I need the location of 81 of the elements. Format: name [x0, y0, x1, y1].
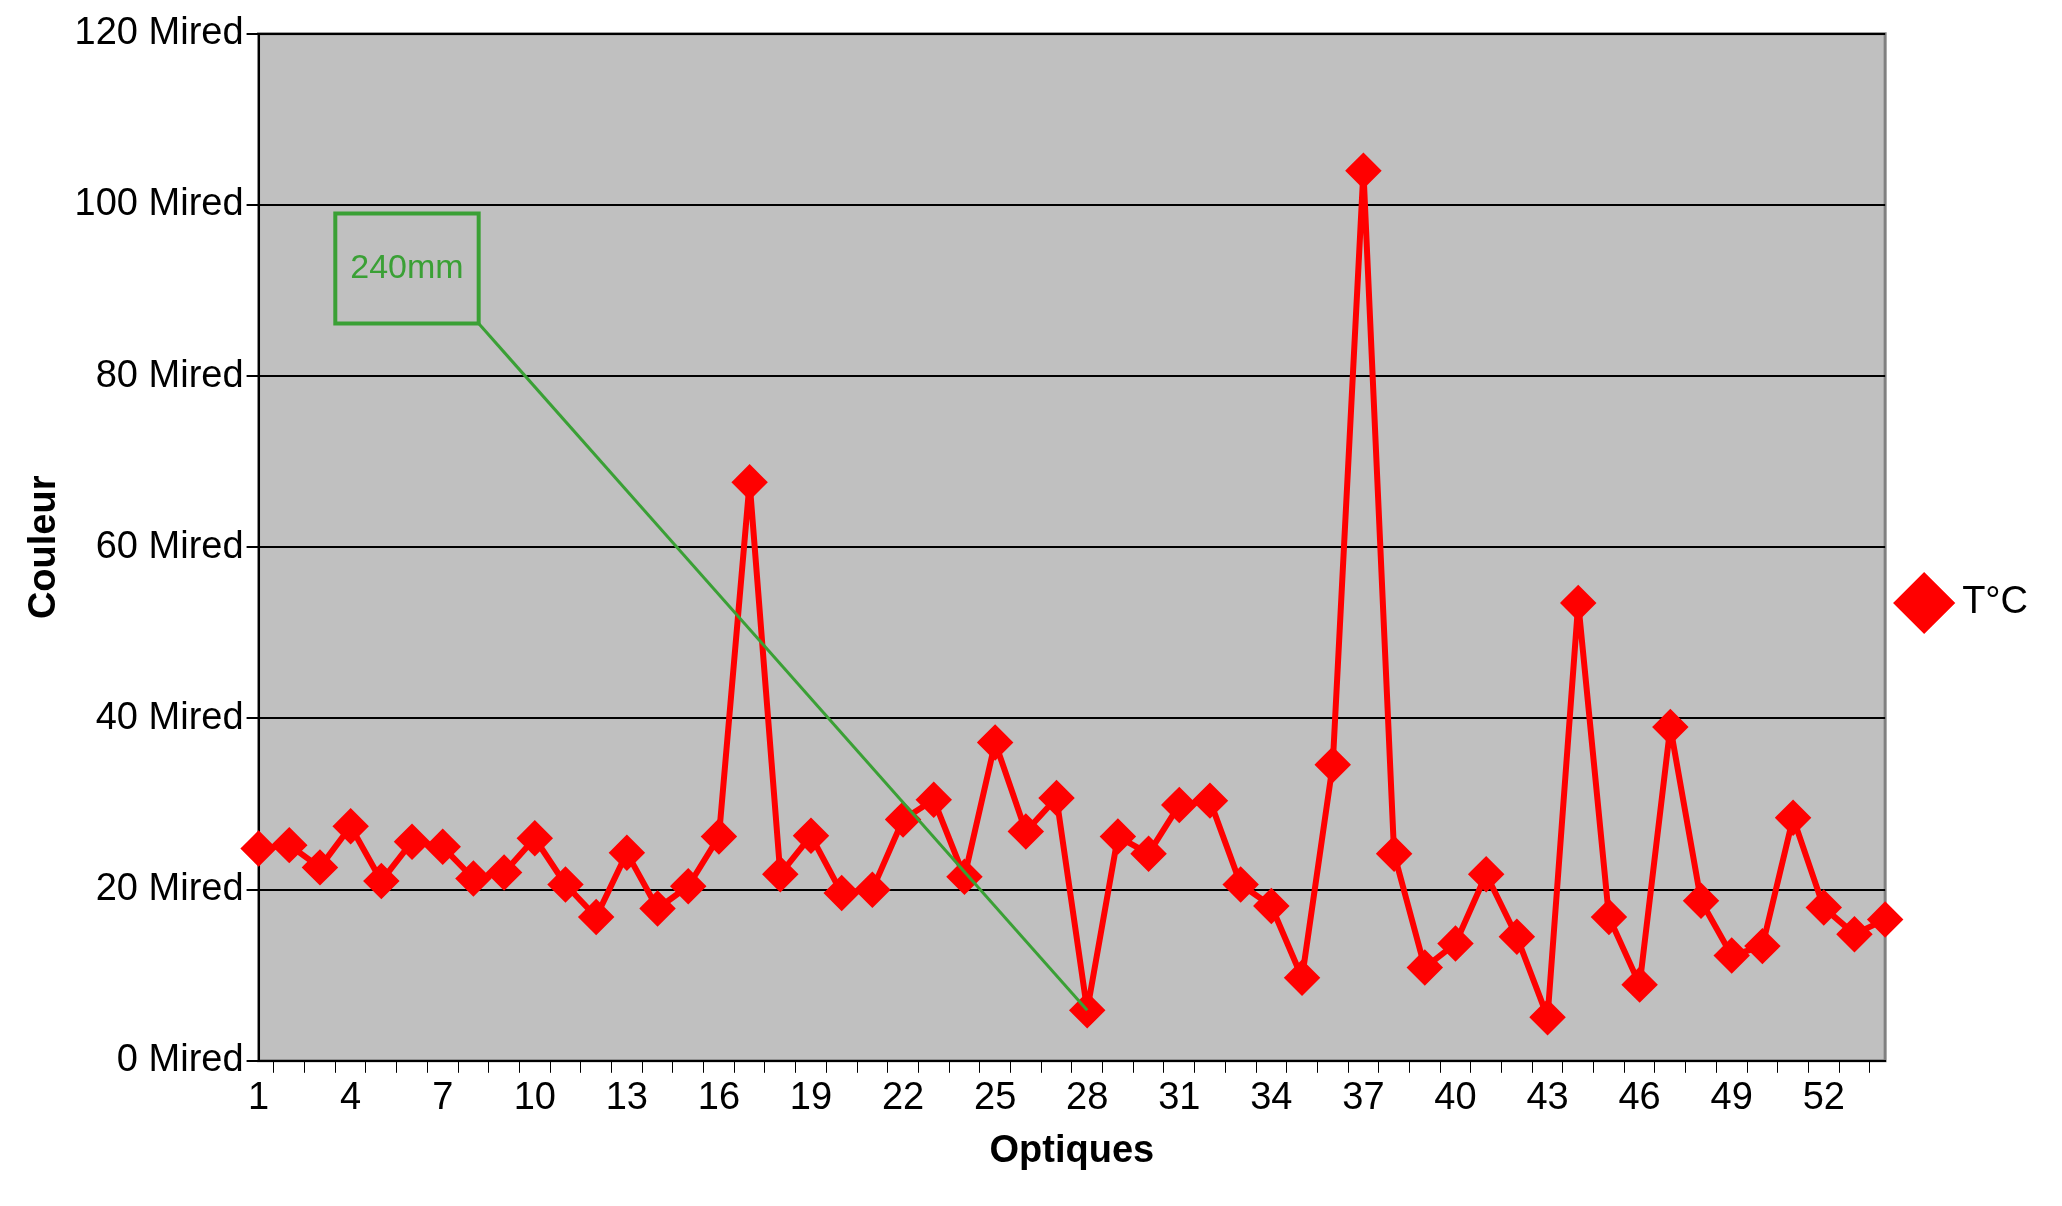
x-tick-label: 43 [1526, 1075, 1569, 1118]
x-axis-title: Optiques [989, 1127, 1155, 1170]
point [1377, 836, 1412, 871]
point [1622, 967, 1657, 1002]
point [1469, 857, 1504, 892]
x-tick-label: 37 [1342, 1075, 1385, 1118]
x-tick-label: 25 [974, 1075, 1017, 1118]
point [1070, 993, 1105, 1028]
point [548, 867, 583, 902]
y-tick-label: 20 Mired [95, 866, 244, 909]
point [824, 876, 859, 911]
point [1745, 929, 1780, 964]
x-tick-label: 10 [513, 1075, 556, 1118]
x-tick-label: 34 [1250, 1075, 1293, 1118]
y-tick-label: 120 Mired [74, 10, 244, 53]
x-tick-label: 4 [340, 1075, 362, 1118]
point [1438, 926, 1473, 961]
legend-label: T°C [1962, 579, 2029, 622]
x-tick-label: 16 [697, 1075, 741, 1118]
x-tick-label: 7 [432, 1075, 454, 1118]
point [1530, 1000, 1565, 1035]
point [1561, 585, 1596, 620]
point [302, 850, 337, 885]
point [395, 824, 430, 859]
point [794, 818, 828, 853]
point [1346, 153, 1381, 188]
point [1714, 938, 1749, 973]
point [456, 861, 491, 896]
y-tick-label: 80 Mired [95, 352, 244, 395]
y-tick-label: 0 Mired [116, 1037, 244, 1080]
point [579, 900, 614, 935]
point [425, 829, 460, 864]
point [333, 809, 368, 844]
x-tick-label: 52 [1802, 1075, 1845, 1118]
point [517, 821, 552, 856]
point [1407, 950, 1442, 985]
point [1837, 917, 1872, 952]
point [1162, 787, 1197, 822]
point [1868, 902, 1903, 937]
point [1285, 960, 1320, 995]
y-tick-label: 60 Mired [95, 523, 244, 566]
x-tick-label: 28 [1066, 1075, 1109, 1118]
point [241, 831, 276, 866]
point [1100, 819, 1135, 854]
y-axis-title: Couleur [21, 475, 64, 620]
x-tick-label: 40 [1434, 1075, 1477, 1118]
x-tick-label: 1 [248, 1075, 270, 1118]
point [916, 782, 951, 817]
point [886, 802, 921, 837]
point [1806, 890, 1841, 925]
point [364, 864, 399, 899]
x-tick-label: 22 [881, 1075, 925, 1118]
y-tick-label: 100 Mired [74, 181, 244, 224]
point [1776, 800, 1811, 835]
x-tick-label: 31 [1158, 1075, 1201, 1118]
point [1039, 781, 1074, 816]
point [732, 465, 767, 500]
point [763, 857, 798, 892]
y-tick-label: 40 Mired [95, 694, 244, 737]
point [1684, 883, 1719, 918]
x-tick-label: 49 [1710, 1075, 1753, 1118]
x-tick-label: 19 [789, 1075, 833, 1118]
point [1499, 919, 1534, 954]
point [1223, 867, 1258, 902]
point [1254, 888, 1289, 923]
point [1192, 783, 1227, 818]
point [640, 891, 675, 926]
point [609, 835, 644, 870]
point [487, 855, 522, 890]
point [701, 819, 736, 854]
x-tick-label: 46 [1618, 1075, 1661, 1118]
annotation: 240mm [350, 246, 464, 285]
point [1131, 836, 1166, 871]
point [1008, 814, 1043, 849]
point [671, 869, 706, 904]
point [978, 725, 1013, 760]
x-tick-label: 13 [605, 1075, 648, 1118]
point [855, 872, 890, 907]
point [272, 828, 307, 863]
point [1315, 747, 1350, 782]
point [1591, 900, 1626, 935]
